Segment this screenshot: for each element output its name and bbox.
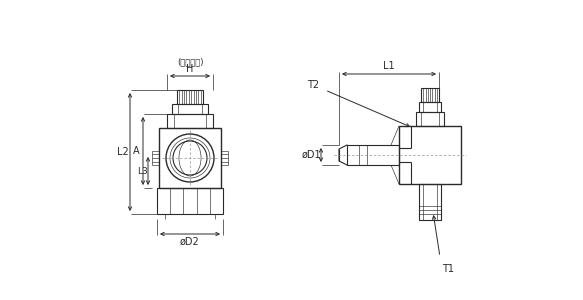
- Text: T1: T1: [442, 264, 454, 274]
- Text: L3: L3: [136, 167, 147, 176]
- Bar: [347, 145, 399, 165]
- Text: øD2: øD2: [180, 237, 200, 247]
- Text: L1: L1: [383, 61, 395, 71]
- Text: H: H: [187, 64, 194, 74]
- Text: T2: T2: [307, 80, 319, 90]
- Bar: [421, 88, 439, 102]
- Text: øD1: øD1: [302, 150, 322, 160]
- Text: (六角対辺): (六角対辺): [177, 58, 203, 67]
- Bar: [399, 126, 461, 184]
- Bar: [167, 114, 213, 128]
- Text: A: A: [133, 146, 139, 156]
- Bar: [221, 151, 228, 165]
- Bar: [172, 104, 208, 114]
- Bar: [152, 151, 159, 165]
- Bar: [419, 184, 441, 220]
- Bar: [157, 188, 223, 214]
- Bar: [177, 90, 203, 104]
- Bar: [159, 128, 221, 188]
- Bar: [416, 112, 444, 126]
- Bar: [419, 102, 441, 112]
- Text: L2: L2: [117, 147, 129, 157]
